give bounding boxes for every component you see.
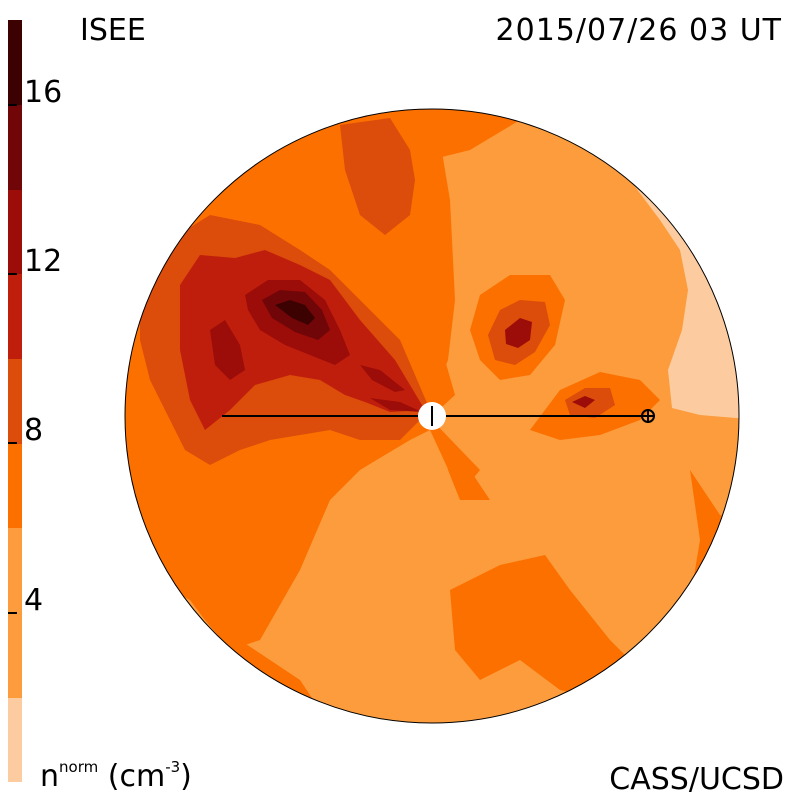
timestamp-label: 2015/07/26 03 UT (495, 13, 782, 48)
colorbar-level-5 (8, 189, 22, 275)
colorbar-tick-mark (8, 273, 17, 275)
colorbar-level-2 (8, 443, 22, 529)
quantity-symbol: n (40, 759, 60, 794)
unit-close: ) (180, 759, 192, 794)
colorbar-tick-mark (8, 611, 17, 614)
colorbar-unit-label: nnorm (cm-3) (40, 760, 192, 794)
colorbar-tick-label: 12 (24, 244, 63, 279)
contour-dark-red-streak-2 (370, 398, 422, 412)
contour-orange-south-spike (440, 430, 490, 500)
credit-label: CASS/UCSD (609, 762, 784, 797)
contour-dark-red-ne-core (505, 318, 532, 348)
contour-dark-red-west (210, 320, 245, 380)
unit-open: (cm (98, 759, 166, 794)
contour-dark-red-east-core (572, 396, 595, 408)
density-contours (125, 109, 739, 723)
colorbar-tick-mark (8, 442, 17, 445)
contour-black-core (275, 300, 315, 325)
colorbar-level-3 (8, 358, 22, 444)
colorbar-tick-label: 8 (24, 413, 44, 449)
colorbar-level-7 (8, 20, 22, 106)
colorbar-level-4 (8, 274, 22, 360)
observatory-label: ISEE (80, 13, 146, 48)
contour-dark-red-streak-1 (360, 365, 405, 392)
disk-outline (124, 108, 740, 724)
unit-exponent: -3 (165, 758, 181, 776)
colorbar-level-0 (8, 697, 22, 783)
sun-icon (418, 402, 446, 430)
quantity-superscript: norm (59, 758, 99, 776)
colorbar-tick-label: 4 (24, 582, 44, 618)
colorbar-level-6 (8, 104, 22, 190)
contour-orange-north-spike (430, 110, 455, 380)
contour-orange-southeast (450, 555, 640, 700)
colorbar (8, 20, 22, 783)
colorbar-tick-label: 16 (24, 74, 63, 110)
contour-orange-north (300, 109, 520, 160)
colorbar-tick-mark (8, 103, 17, 106)
earth-icon (641, 409, 655, 423)
contour-red-orange-north (340, 118, 415, 235)
